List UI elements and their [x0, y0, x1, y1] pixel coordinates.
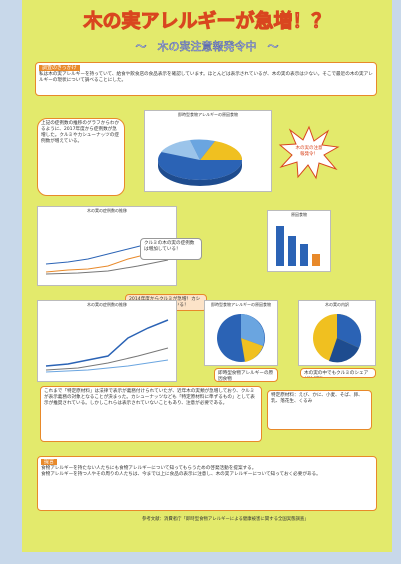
pie-chart-3: 木の実の内訳 — [298, 300, 376, 366]
callout: 木の実の中でもクルミのシェアが約6割！ — [300, 368, 376, 378]
chart-title: 原因食物 — [291, 212, 307, 217]
starburst — [278, 125, 340, 180]
intro-heading: 調査のきっかけ — [39, 65, 80, 71]
line-chart-2: 木の実の症例数の推移 — [37, 300, 177, 382]
chart-title: 木の実の内訳 — [325, 302, 349, 307]
lines — [45, 319, 169, 373]
bar-chart: 原因食物 — [267, 210, 331, 272]
proposal-item: 食物アレルギーを持たない人たちにも食物アレルギーについて知ってもらうための啓発活… — [41, 466, 257, 471]
left-note: 上記の症例数の推移のグラフからわかるように、2017年度から症例数が急増した。ク… — [37, 118, 125, 196]
chart-title: 木の実の症例数の推移 — [87, 302, 127, 307]
subtitle: 〜 木の実注意報発令中 〜 — [135, 40, 279, 54]
pie-chart-2: 即時型食物アレルギーの原因食物 — [204, 300, 278, 366]
chart-title: 即時型食物アレルギーの原因食物 — [211, 302, 271, 307]
proposal-heading: 提言 — [41, 459, 58, 465]
intro-box: 調査のきっかけ 私は木の実アレルギーを持っていて、給食や飲食店の食品表示を確認して… — [35, 62, 377, 96]
proposal-item: 食物アレルギーを持つ人やその周りの人たちは、今まで以上に食品の表示に注意し、木の… — [41, 472, 321, 477]
starburst-text: 木の実の注意報発令！ — [295, 146, 323, 157]
pie — [158, 139, 243, 186]
bars — [276, 226, 320, 266]
callout: クルミの木の実の症例数は増加している！ — [140, 238, 202, 260]
callout: 即時型食物アレルギーの原因食物 — [214, 368, 278, 382]
chart-title: 即時型食物アレルギーの原因食物 — [178, 112, 238, 117]
conclusion: これまで「特定原材料」は法律で表示が義務付けられていたが、近年木の実類が急増して… — [40, 386, 262, 442]
poster: 木の実アレルギーが急増！？ 〜 木の実注意報発令中 〜 調査のきっかけ 私は木の実… — [22, 0, 392, 552]
proposal: 提言 食物アレルギーを持たない人たちにも食物アレルギーについて知ってもらうための… — [37, 456, 377, 511]
side-note: 特定原材料：えび、かに、小麦、そば、卵、乳、落花生、くるみ — [267, 390, 372, 430]
pie-chart-1: 即時型食物アレルギーの原因食物 — [144, 110, 272, 192]
intro-text: 私は木の実アレルギーを持っていて、給食や飲食店の食品表示を確認しています。ほとん… — [39, 72, 373, 83]
pie — [217, 314, 265, 362]
chart-title: 木の実の症例数の推移 — [87, 208, 127, 213]
pie — [313, 313, 362, 363]
title: 木の実アレルギーが急増！？ — [83, 10, 331, 33]
references: 参考文献：消費者庁「即時型食物アレルギーによる健康被害に関する全国実態調査」 — [142, 517, 309, 522]
